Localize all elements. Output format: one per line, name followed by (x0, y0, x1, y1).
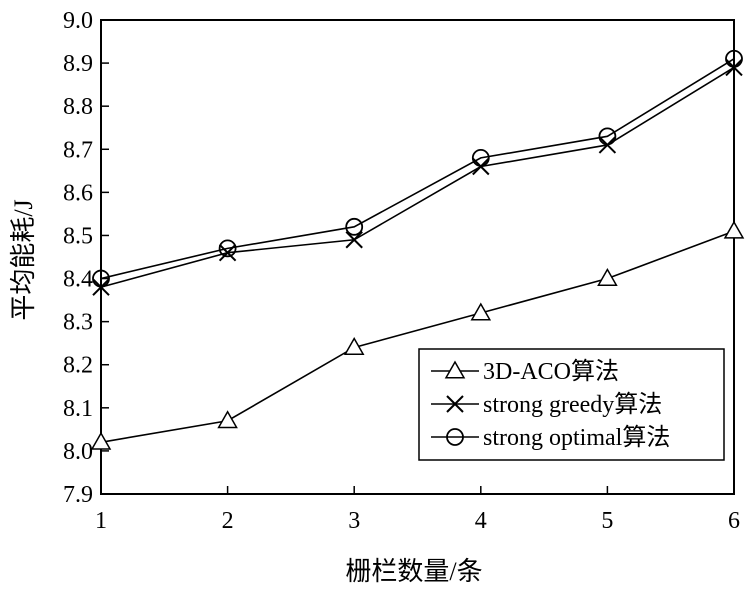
data-point-triangle (723, 220, 745, 239)
legend-label: strong greedy算法 (483, 391, 662, 418)
data-point-circle (92, 269, 110, 288)
y-axis-label: 平均能耗/J (9, 199, 38, 320)
data-point-triangle (90, 431, 112, 450)
legend-marker-triangle (444, 360, 466, 379)
y-tick-label: 8.1 (63, 396, 93, 422)
y-tick-label: 8.5 (63, 223, 93, 249)
y-tick-label: 7.9 (63, 482, 93, 508)
x-tick-label: 5 (601, 508, 613, 534)
series-x (92, 58, 743, 296)
data-point-triangle (597, 268, 618, 287)
y-tick-label: 8.6 (63, 180, 93, 206)
legend-label: strong optimal算法 (483, 424, 670, 451)
data-point-triangle (343, 336, 365, 355)
data-point-x (345, 231, 363, 249)
x-axis-label: 栅栏数量/条 (345, 557, 482, 586)
x-tick-label: 6 (728, 508, 740, 534)
y-tick-label: 8.0 (63, 439, 93, 465)
legend-item-x: strong greedy算法 (431, 391, 662, 418)
data-point-triangle (217, 410, 238, 429)
axes: 7.9 8.0 8.1 8.2 8.3 8.4 8.5 8.6 8.7 8.8 8.9 9.0 1 2 3 4… (63, 8, 740, 534)
y-tick-label: 8.2 (63, 353, 93, 379)
y-tick-label: 8.3 (63, 310, 93, 336)
legend-item-circle: strong optimal算法 (431, 424, 670, 451)
x-tick-label: 4 (475, 508, 487, 534)
legend-marker-x (446, 395, 464, 413)
data-point-circle (345, 217, 364, 236)
series-triangle (90, 220, 745, 450)
data-point-circle (598, 127, 617, 146)
legend-item-triangle: 3D-ACO算法 (431, 358, 619, 385)
series-circle (92, 49, 743, 288)
y-tick-label: 8.7 (63, 137, 93, 163)
x-tick-label: 1 (95, 508, 107, 534)
legend: 3D-ACO算法 strong greedy算法 strong optimal算法 (418, 348, 725, 461)
data-point-circle (218, 239, 237, 258)
y-tick-label: 8.4 (63, 267, 93, 293)
series-line (100, 58, 735, 280)
data-point-circle (471, 148, 490, 167)
series-line (100, 230, 735, 444)
legend-label: 3D-ACO算法 (483, 358, 619, 385)
data-point-triangle (470, 302, 492, 321)
series-line (100, 66, 735, 288)
data-point-circle (725, 49, 743, 68)
legend-marker-circle (446, 428, 464, 446)
y-tick-label: 8.9 (63, 51, 93, 77)
series-group (90, 49, 745, 450)
y-tick-label: 8.8 (63, 94, 93, 120)
x-tick-label: 3 (348, 508, 360, 534)
y-tick-label: 9.0 (63, 8, 93, 34)
x-tick-label: 2 (222, 508, 234, 534)
plot-frame (100, 19, 735, 495)
